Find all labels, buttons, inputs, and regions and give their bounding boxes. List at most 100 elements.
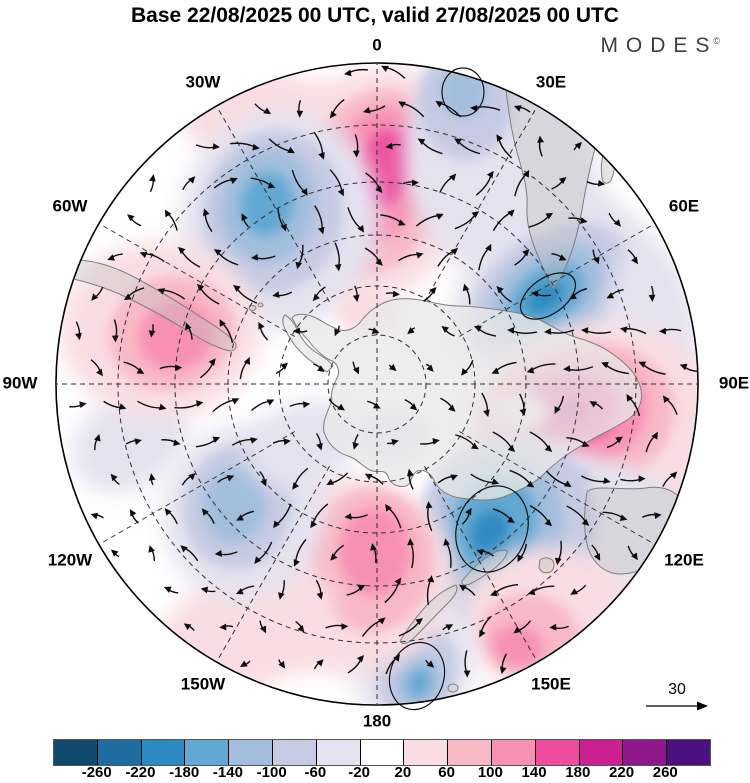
wind-arrow [442, 624, 454, 631]
wind-arrow [90, 512, 104, 520]
anomaly-blob [407, 669, 431, 697]
wind-arrow [455, 434, 479, 450]
wind-arrow [563, 365, 594, 373]
wind-arrow [129, 509, 139, 524]
wind-arrow [213, 249, 239, 266]
graticule-meridian [98, 431, 295, 545]
wind-arrow [526, 363, 556, 374]
graticule-meridian [459, 223, 656, 337]
anomaly-blob [202, 467, 268, 543]
wind-arrow [139, 251, 165, 263]
wind-arrow [195, 143, 220, 150]
wind-arrow [470, 473, 500, 485]
longitude-label: 60E [669, 196, 699, 215]
graticule-meridian [216, 466, 330, 663]
longitude-label: 150E [531, 674, 571, 693]
wind-arrow [492, 209, 515, 231]
wind-arrow [75, 321, 82, 341]
wind-arrow [554, 395, 565, 414]
colorbar-cell [97, 740, 142, 765]
colorbar-cell [448, 740, 492, 765]
colorbar-cell [141, 740, 186, 765]
wind-arrow [586, 179, 606, 187]
wind-arrow [364, 473, 384, 485]
wind-arrow [463, 650, 471, 678]
wind-arrow [474, 325, 497, 337]
wind-arrow [203, 208, 213, 233]
wind-arrow [315, 579, 324, 600]
wind-arrow [481, 392, 490, 417]
wind-arrow [645, 431, 658, 453]
wind-arrow [164, 209, 178, 231]
longitude-label: 180 [363, 711, 391, 730]
colorbar-tick-label: -260 [81, 764, 112, 781]
wind-arrow [381, 65, 406, 79]
wind-arrow [679, 363, 699, 373]
modes-logo: MODES© [600, 34, 720, 58]
wind-arrow [385, 142, 401, 150]
wind-arrow [110, 549, 120, 558]
wind-arrow [417, 138, 443, 155]
wind-arrow [388, 363, 397, 372]
wind-arrow [385, 503, 402, 529]
coastline-tasmania [538, 557, 555, 574]
graticule [57, 64, 697, 704]
wind-arrow [235, 585, 255, 595]
wind-arrow [620, 475, 646, 483]
wind-arrow [513, 105, 531, 113]
wind-arrow [315, 433, 323, 451]
contour-line [388, 641, 446, 711]
map-boundary [55, 62, 699, 706]
wind-arrow [592, 249, 600, 265]
wind-arrow [94, 433, 101, 451]
wind-arrow [149, 174, 156, 193]
wind-arrow [196, 284, 220, 305]
wind-arrow [268, 138, 295, 154]
wind-arrow [642, 512, 662, 520]
wind-arrow [568, 217, 588, 224]
wind-arrow [91, 286, 104, 301]
wind-arrow [367, 400, 381, 409]
wind-arrow [529, 431, 553, 453]
wind-arrow [479, 616, 492, 638]
wind-arrow [214, 550, 238, 557]
wind-arrow [111, 319, 119, 343]
wind-arrow [291, 169, 308, 196]
wind-arrow [566, 436, 590, 448]
wind-arrow [258, 321, 269, 341]
wind-arrow [313, 659, 324, 670]
colorbar-tick-label: -180 [169, 764, 200, 781]
colorbar-tick-label: -60 [304, 764, 327, 781]
wind-arrow [426, 575, 435, 606]
colorbar-tick-label: -220 [125, 764, 156, 781]
wind-arrow [239, 660, 251, 667]
wind-arrow [492, 431, 516, 453]
wind-arrow [127, 214, 142, 227]
wind-arrow [662, 471, 678, 487]
wind-arrow [347, 207, 365, 233]
anomaly-blob [440, 64, 486, 118]
graticule-meridian [98, 223, 295, 337]
wind-arrow [177, 246, 201, 268]
wind-arrow [514, 169, 530, 197]
wind-arrow [326, 472, 349, 486]
wind-arrow [125, 438, 142, 445]
wind-arrow [364, 247, 383, 266]
wind-arrow [658, 327, 682, 335]
colorbar-cell [360, 740, 405, 765]
anomaly-blob [471, 510, 509, 558]
colorbar-cell [272, 740, 317, 765]
wind-arrow [470, 104, 501, 112]
wind-arrow [275, 362, 288, 375]
wind-arrow [352, 285, 360, 303]
wind-arrow [435, 100, 462, 118]
wind-arrow [278, 659, 286, 669]
wind-arrow [627, 545, 638, 561]
wind-arrow [293, 538, 307, 567]
wind-arrow [648, 285, 656, 302]
wind-arrow [103, 400, 127, 410]
wind-arrow [313, 131, 325, 160]
wind-arrow [385, 290, 400, 298]
wind-arrow [544, 328, 575, 335]
